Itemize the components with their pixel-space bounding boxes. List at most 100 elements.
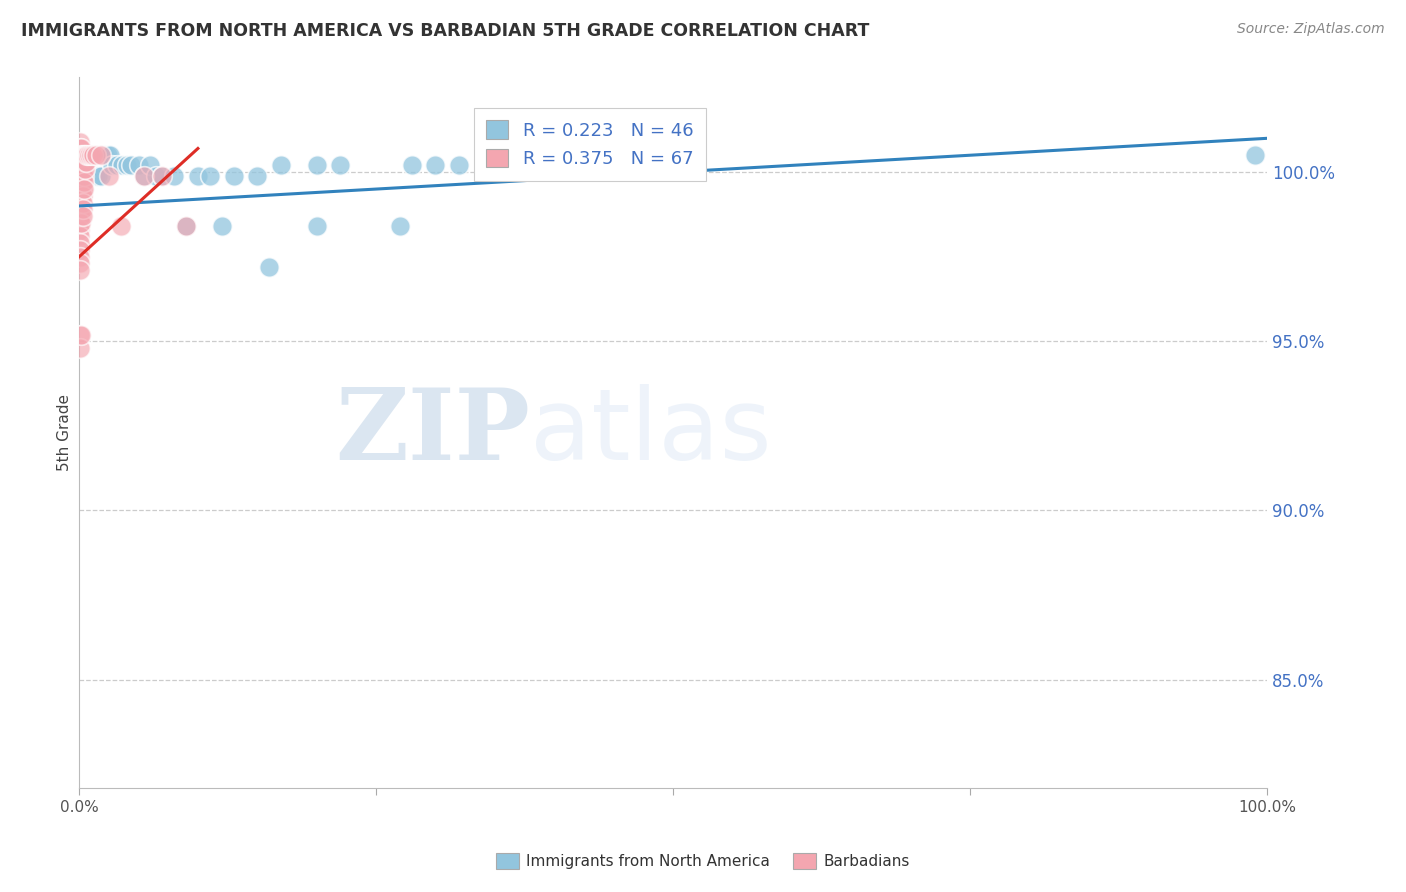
Point <box>484 158 506 172</box>
Point <box>72 195 94 210</box>
Text: atlas: atlas <box>530 384 772 481</box>
Point <box>69 222 91 236</box>
Point <box>257 260 280 274</box>
Point <box>134 169 156 183</box>
Point <box>150 169 173 183</box>
Point <box>89 169 111 183</box>
Point <box>69 256 91 270</box>
Point <box>75 169 97 183</box>
Text: IMMIGRANTS FROM NORTH AMERICA VS BARBADIAN 5TH GRADE CORRELATION CHART: IMMIGRANTS FROM NORTH AMERICA VS BARBADI… <box>21 22 869 40</box>
Point <box>174 219 197 234</box>
Point <box>69 169 91 183</box>
Point <box>72 169 94 183</box>
Point <box>69 195 91 210</box>
Point <box>70 155 93 169</box>
Point <box>75 148 97 162</box>
Point <box>72 175 94 189</box>
Legend: Immigrants from North America, Barbadians: Immigrants from North America, Barbadian… <box>489 847 917 875</box>
Point <box>98 148 121 162</box>
Point <box>89 148 111 162</box>
Point <box>70 169 93 183</box>
Point <box>80 148 103 162</box>
Point <box>75 161 97 176</box>
Point <box>73 161 96 176</box>
Point <box>69 161 91 176</box>
Point <box>69 236 91 251</box>
Point <box>70 161 93 176</box>
Point <box>97 169 120 183</box>
Point <box>75 155 97 169</box>
Point <box>73 169 96 183</box>
Point <box>75 155 97 169</box>
Point <box>69 341 91 355</box>
Point <box>72 202 94 217</box>
Point <box>388 219 411 234</box>
Point <box>82 148 104 162</box>
Point <box>69 209 91 223</box>
Point <box>425 158 447 172</box>
Point <box>174 219 197 234</box>
Text: Source: ZipAtlas.com: Source: ZipAtlas.com <box>1237 22 1385 37</box>
Legend: R = 0.223   N = 46, R = 0.375   N = 67: R = 0.223 N = 46, R = 0.375 N = 67 <box>474 108 706 181</box>
Point <box>73 182 96 196</box>
Point <box>222 169 245 183</box>
Point <box>72 182 94 196</box>
Point <box>139 158 162 172</box>
Point <box>69 148 91 162</box>
Point <box>76 148 98 162</box>
Point <box>84 148 107 162</box>
Point <box>73 148 96 162</box>
Point <box>69 263 91 277</box>
Point <box>69 182 91 196</box>
Point <box>72 189 94 203</box>
Point <box>97 148 120 162</box>
Point <box>82 148 104 162</box>
Point <box>105 158 128 172</box>
Point <box>82 169 104 183</box>
Point <box>94 148 117 162</box>
Point <box>87 148 110 162</box>
Point <box>75 148 97 162</box>
Point <box>73 148 96 162</box>
Point <box>69 135 91 149</box>
Point <box>69 202 91 217</box>
Point <box>69 250 91 264</box>
Point <box>87 169 110 183</box>
Y-axis label: 5th Grade: 5th Grade <box>58 394 72 471</box>
Point <box>110 219 132 234</box>
Point <box>101 158 124 172</box>
Point <box>211 219 233 234</box>
Point <box>305 158 328 172</box>
Point <box>72 148 94 162</box>
Point <box>329 158 352 172</box>
Point <box>70 209 93 223</box>
Point <box>401 158 423 172</box>
Point <box>1244 148 1267 162</box>
Point <box>449 158 471 172</box>
Point <box>187 169 209 183</box>
Point <box>72 209 94 223</box>
Point <box>270 158 292 172</box>
Point <box>519 158 541 172</box>
Point <box>69 243 91 257</box>
Point <box>70 189 93 203</box>
Point <box>73 175 96 189</box>
Point <box>69 155 91 169</box>
Point <box>69 141 91 155</box>
Point <box>70 202 93 217</box>
Point <box>70 327 93 342</box>
Point <box>89 148 111 162</box>
Point <box>75 148 97 162</box>
Point <box>145 169 167 183</box>
Point <box>150 169 173 183</box>
Point <box>70 141 93 155</box>
Point <box>84 148 107 162</box>
Point <box>128 158 150 172</box>
Point <box>70 182 93 196</box>
Text: ZIP: ZIP <box>336 384 530 481</box>
Point <box>77 148 100 162</box>
Point <box>72 161 94 176</box>
Point <box>77 169 100 183</box>
Point <box>69 189 91 203</box>
Point <box>134 169 156 183</box>
